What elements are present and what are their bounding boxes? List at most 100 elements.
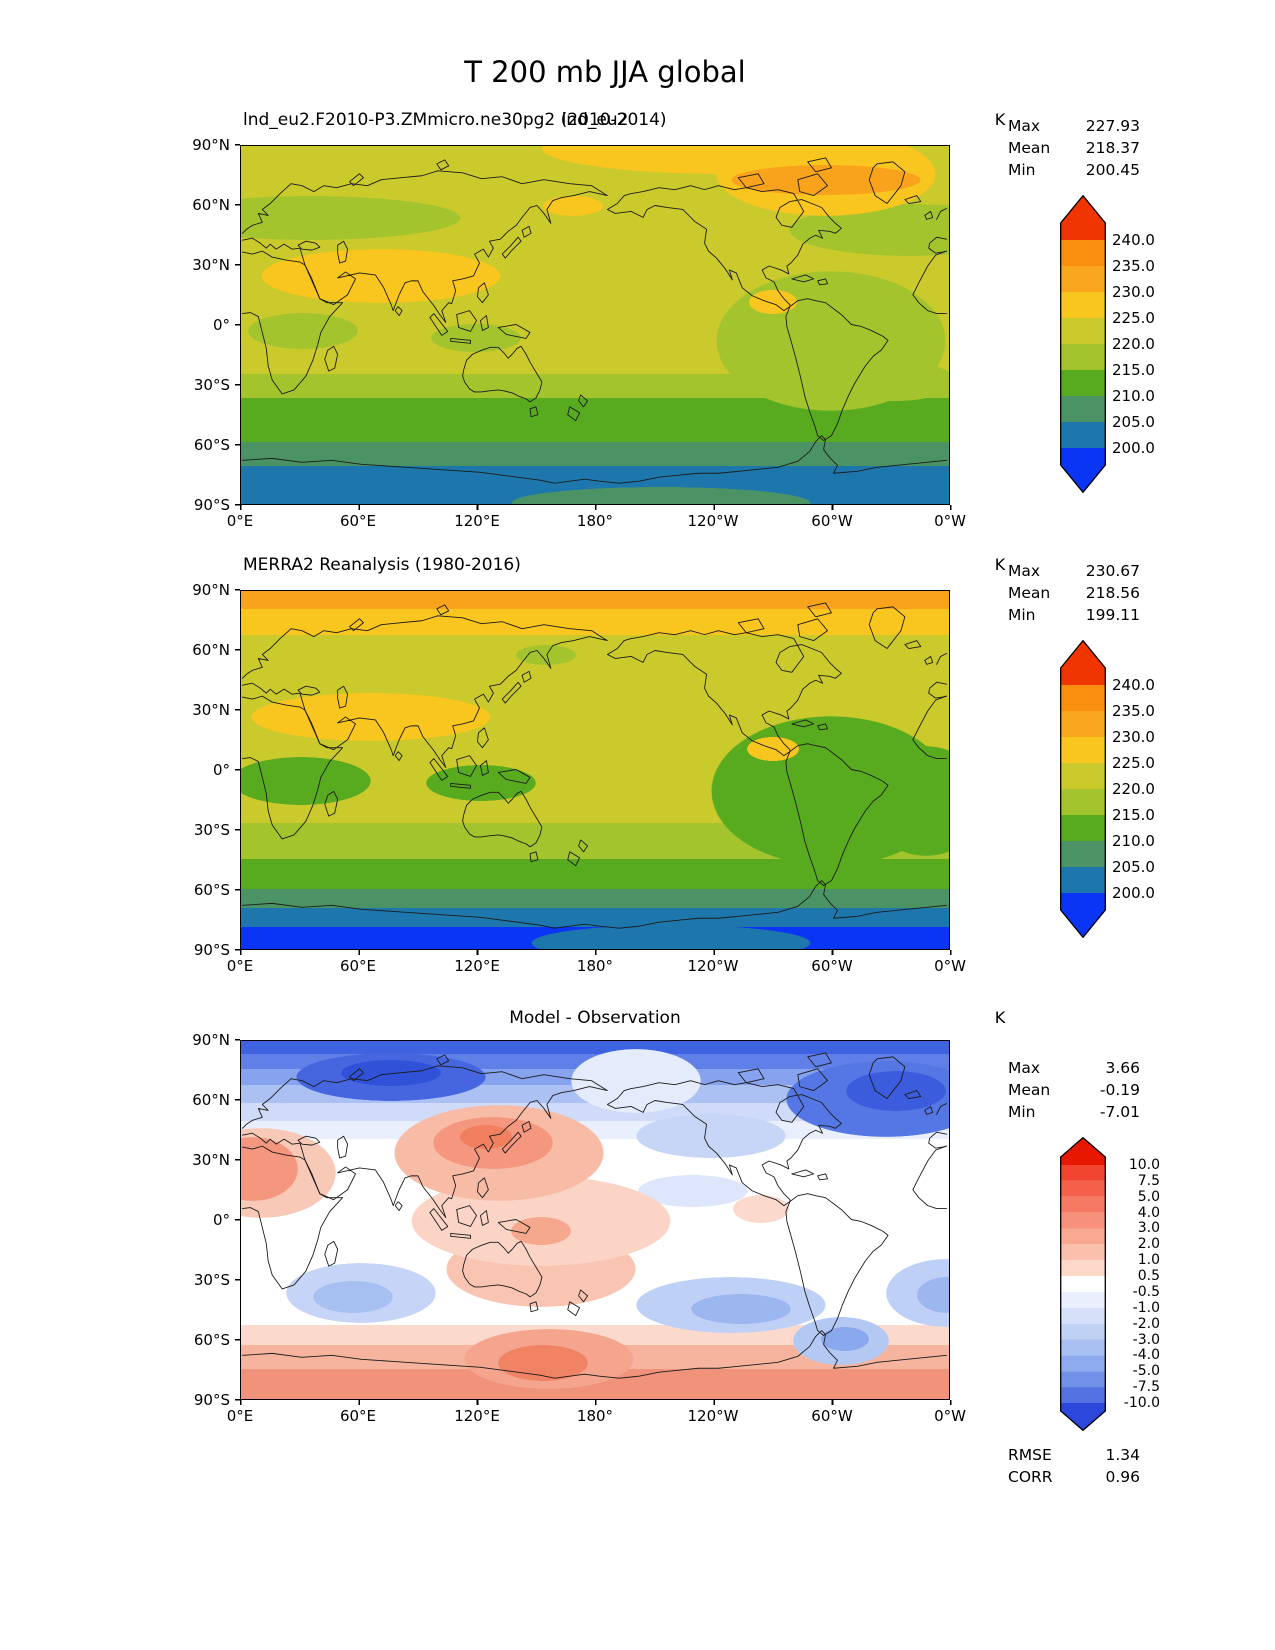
panel3-ylabel-90n: 90°N [192,1031,230,1049]
colorbar-band [1060,737,1106,763]
colorbar-extend-max [1060,640,1106,685]
panel2-colorbar [1060,640,1106,938]
panel1-title-center: lnd_eu2 [561,110,629,130]
panel1-ylabel-30n: 30°N [192,256,230,274]
stat-value: -0.19 [1099,1081,1140,1099]
cbar-tick: -5.0 [1132,1363,1160,1379]
panel2-xlabel-0e: 0°E [226,957,254,975]
panel2-ylabel-60s: 60°S [193,881,230,899]
panel2-xlabel-60e: 60°E [339,957,377,975]
panel1-ylabel-90n: 90°N [192,136,230,154]
colorbar-band [1060,789,1106,815]
panel3-ylabel-30n: 30°N [192,1151,230,1169]
cbar-tick: 220.0 [1112,335,1155,353]
panel3-title-center: Model - Observation [509,1008,681,1028]
cbar-tick: -7.5 [1132,1379,1160,1395]
colorbar-band [1060,867,1106,893]
colorbar-band [1060,1323,1106,1340]
panel3-y-axis-ticks [235,1039,240,1401]
panel2-ylabel-30n: 30°N [192,701,230,719]
panel3-ylabel-30s: 30°S [193,1271,230,1289]
panel2-ylabel-90n: 90°N [192,581,230,599]
cbar-tick: 7.5 [1137,1173,1160,1189]
panel3-xlabel-0e: 0°E [226,1407,254,1425]
cbar-tick: 205.0 [1112,413,1155,431]
colorbar-extend-max [1060,1137,1106,1165]
stat-value: 200.45 [1085,161,1140,179]
cbar-tick: 1.0 [1137,1252,1160,1268]
stat-value: 199.11 [1085,606,1140,624]
panel3-ylabel-60n: 60°N [192,1091,230,1109]
cbar-tick: 240.0 [1112,676,1155,694]
stat-value: 3.66 [1105,1059,1140,1077]
panel3-coastlines [242,1052,947,1379]
rmse-value: 1.34 [1105,1446,1140,1464]
panel3-units-label: K [994,1008,1006,1027]
colorbar-band [1060,396,1106,422]
panel2-xlabel-60w: 60°W [811,957,853,975]
colorbar-outline [1060,640,1106,938]
cbar-tick: 210.0 [1112,387,1155,405]
colorbar-band [1060,266,1106,292]
panel3-colorbar [1060,1137,1106,1431]
corr-label: CORR [1008,1468,1053,1486]
stat-value: -7.01 [1099,1103,1140,1121]
panel1-x-axis-ticks [240,505,952,510]
cbar-tick: 235.0 [1112,702,1155,720]
panel2-coastlines [242,602,947,929]
cbar-tick: 235.0 [1112,257,1155,275]
cbar-tick: -0.5 [1132,1284,1160,1300]
page-title: T 200 mb JJA global [464,55,746,89]
panel3-xlabel-120e: 120°E [454,1407,500,1425]
cbar-tick: 220.0 [1112,780,1155,798]
colorbar-band [1060,1307,1106,1324]
stat-label: Max [1008,117,1041,135]
stat-value: 227.93 [1085,117,1140,135]
corr-value: 0.96 [1105,1468,1140,1486]
cbar-tick: 210.0 [1112,832,1155,850]
cbar-tick: -3.0 [1132,1332,1160,1348]
panel3-map-plot [240,1040,950,1400]
panel1-ylabel-90s: 90°S [193,496,230,514]
panel1-xlabel-0e: 0°E [226,512,254,530]
colorbar-outline [1060,195,1106,493]
panel2-xlabel-0w: 0°W [934,957,966,975]
colorbar-extend-min [1060,1403,1106,1431]
panel1-coastlines [242,157,947,484]
colorbar-band [1060,240,1106,266]
cbar-tick: 215.0 [1112,806,1155,824]
panel1-ylabel-0: 0° [212,316,230,334]
cbar-tick: 230.0 [1112,728,1155,746]
stat-value: 230.67 [1085,562,1140,580]
panel3-stats: Max 3.66 Mean -0.19 Min -7.01 [1008,1059,1140,1125]
panel2-y-axis-ticks [235,589,240,951]
panel2-x-axis-ticks [240,950,952,955]
stat-label: Max [1008,562,1041,580]
cbar-tick: 4.0 [1137,1205,1160,1221]
panel1-xlabel-0w: 0°W [934,512,966,530]
colorbar-band [1060,1228,1106,1245]
panel1-ylabel-60n: 60°N [192,196,230,214]
colorbar-band [1060,1196,1106,1213]
cbar-tick: 230.0 [1112,283,1155,301]
panel3-ylabel-60s: 60°S [193,1331,230,1349]
panel3-xlabel-0w: 0°W [934,1407,966,1425]
colorbar-extend-min [1060,448,1106,493]
colorbar-band [1060,711,1106,737]
cbar-tick: 200.0 [1112,884,1155,902]
panel2-ylabel-30s: 30°S [193,821,230,839]
cbar-tick: 200.0 [1112,439,1155,457]
stat-label: Min [1008,161,1036,179]
stat-value: 218.37 [1085,139,1140,157]
colorbar-band [1060,1260,1106,1277]
cbar-tick: 225.0 [1112,754,1155,772]
cbar-tick: 3.0 [1137,1220,1160,1236]
cbar-tick: 215.0 [1112,361,1155,379]
panel3-xlabel-120w: 120°W [687,1407,739,1425]
colorbar-extend-max [1060,195,1106,240]
stat-label: Mean [1008,139,1051,157]
panel1-xlabel-120w: 120°W [687,512,739,530]
cbar-tick: -4.0 [1132,1347,1160,1363]
cbar-tick: 10.0 [1128,1157,1160,1173]
panel1-map-plot [240,145,950,505]
